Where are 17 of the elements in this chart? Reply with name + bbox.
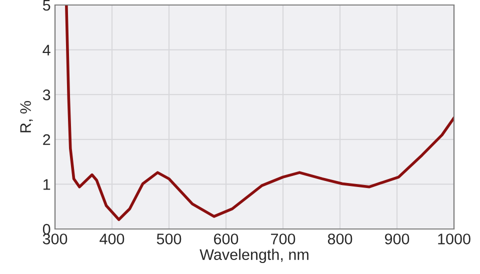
y-axis-title: R, % xyxy=(20,100,33,132)
y-tick-label: 3 xyxy=(42,89,50,100)
y-tick-label: 0 xyxy=(42,224,50,235)
x-tick-label: 700 xyxy=(271,234,296,244)
y-tick-label: 4 xyxy=(42,44,50,56)
x-tick-label: 400 xyxy=(100,234,124,244)
x-axis-title: Wavelength, nm xyxy=(200,248,308,264)
y-tick-label: 2 xyxy=(43,134,50,145)
y-tick-label: 5 xyxy=(42,0,50,11)
x-tick-label: 300 xyxy=(42,234,68,244)
x-tick-label: 1000 xyxy=(438,234,470,244)
line-series xyxy=(65,5,454,221)
x-tick-label: 900 xyxy=(384,234,410,244)
y-tick-label: 1 xyxy=(44,179,50,190)
x-tick-label: 500 xyxy=(156,234,182,244)
x-tick-label: 600 xyxy=(214,234,238,244)
x-tick-label: 800 xyxy=(328,234,352,244)
